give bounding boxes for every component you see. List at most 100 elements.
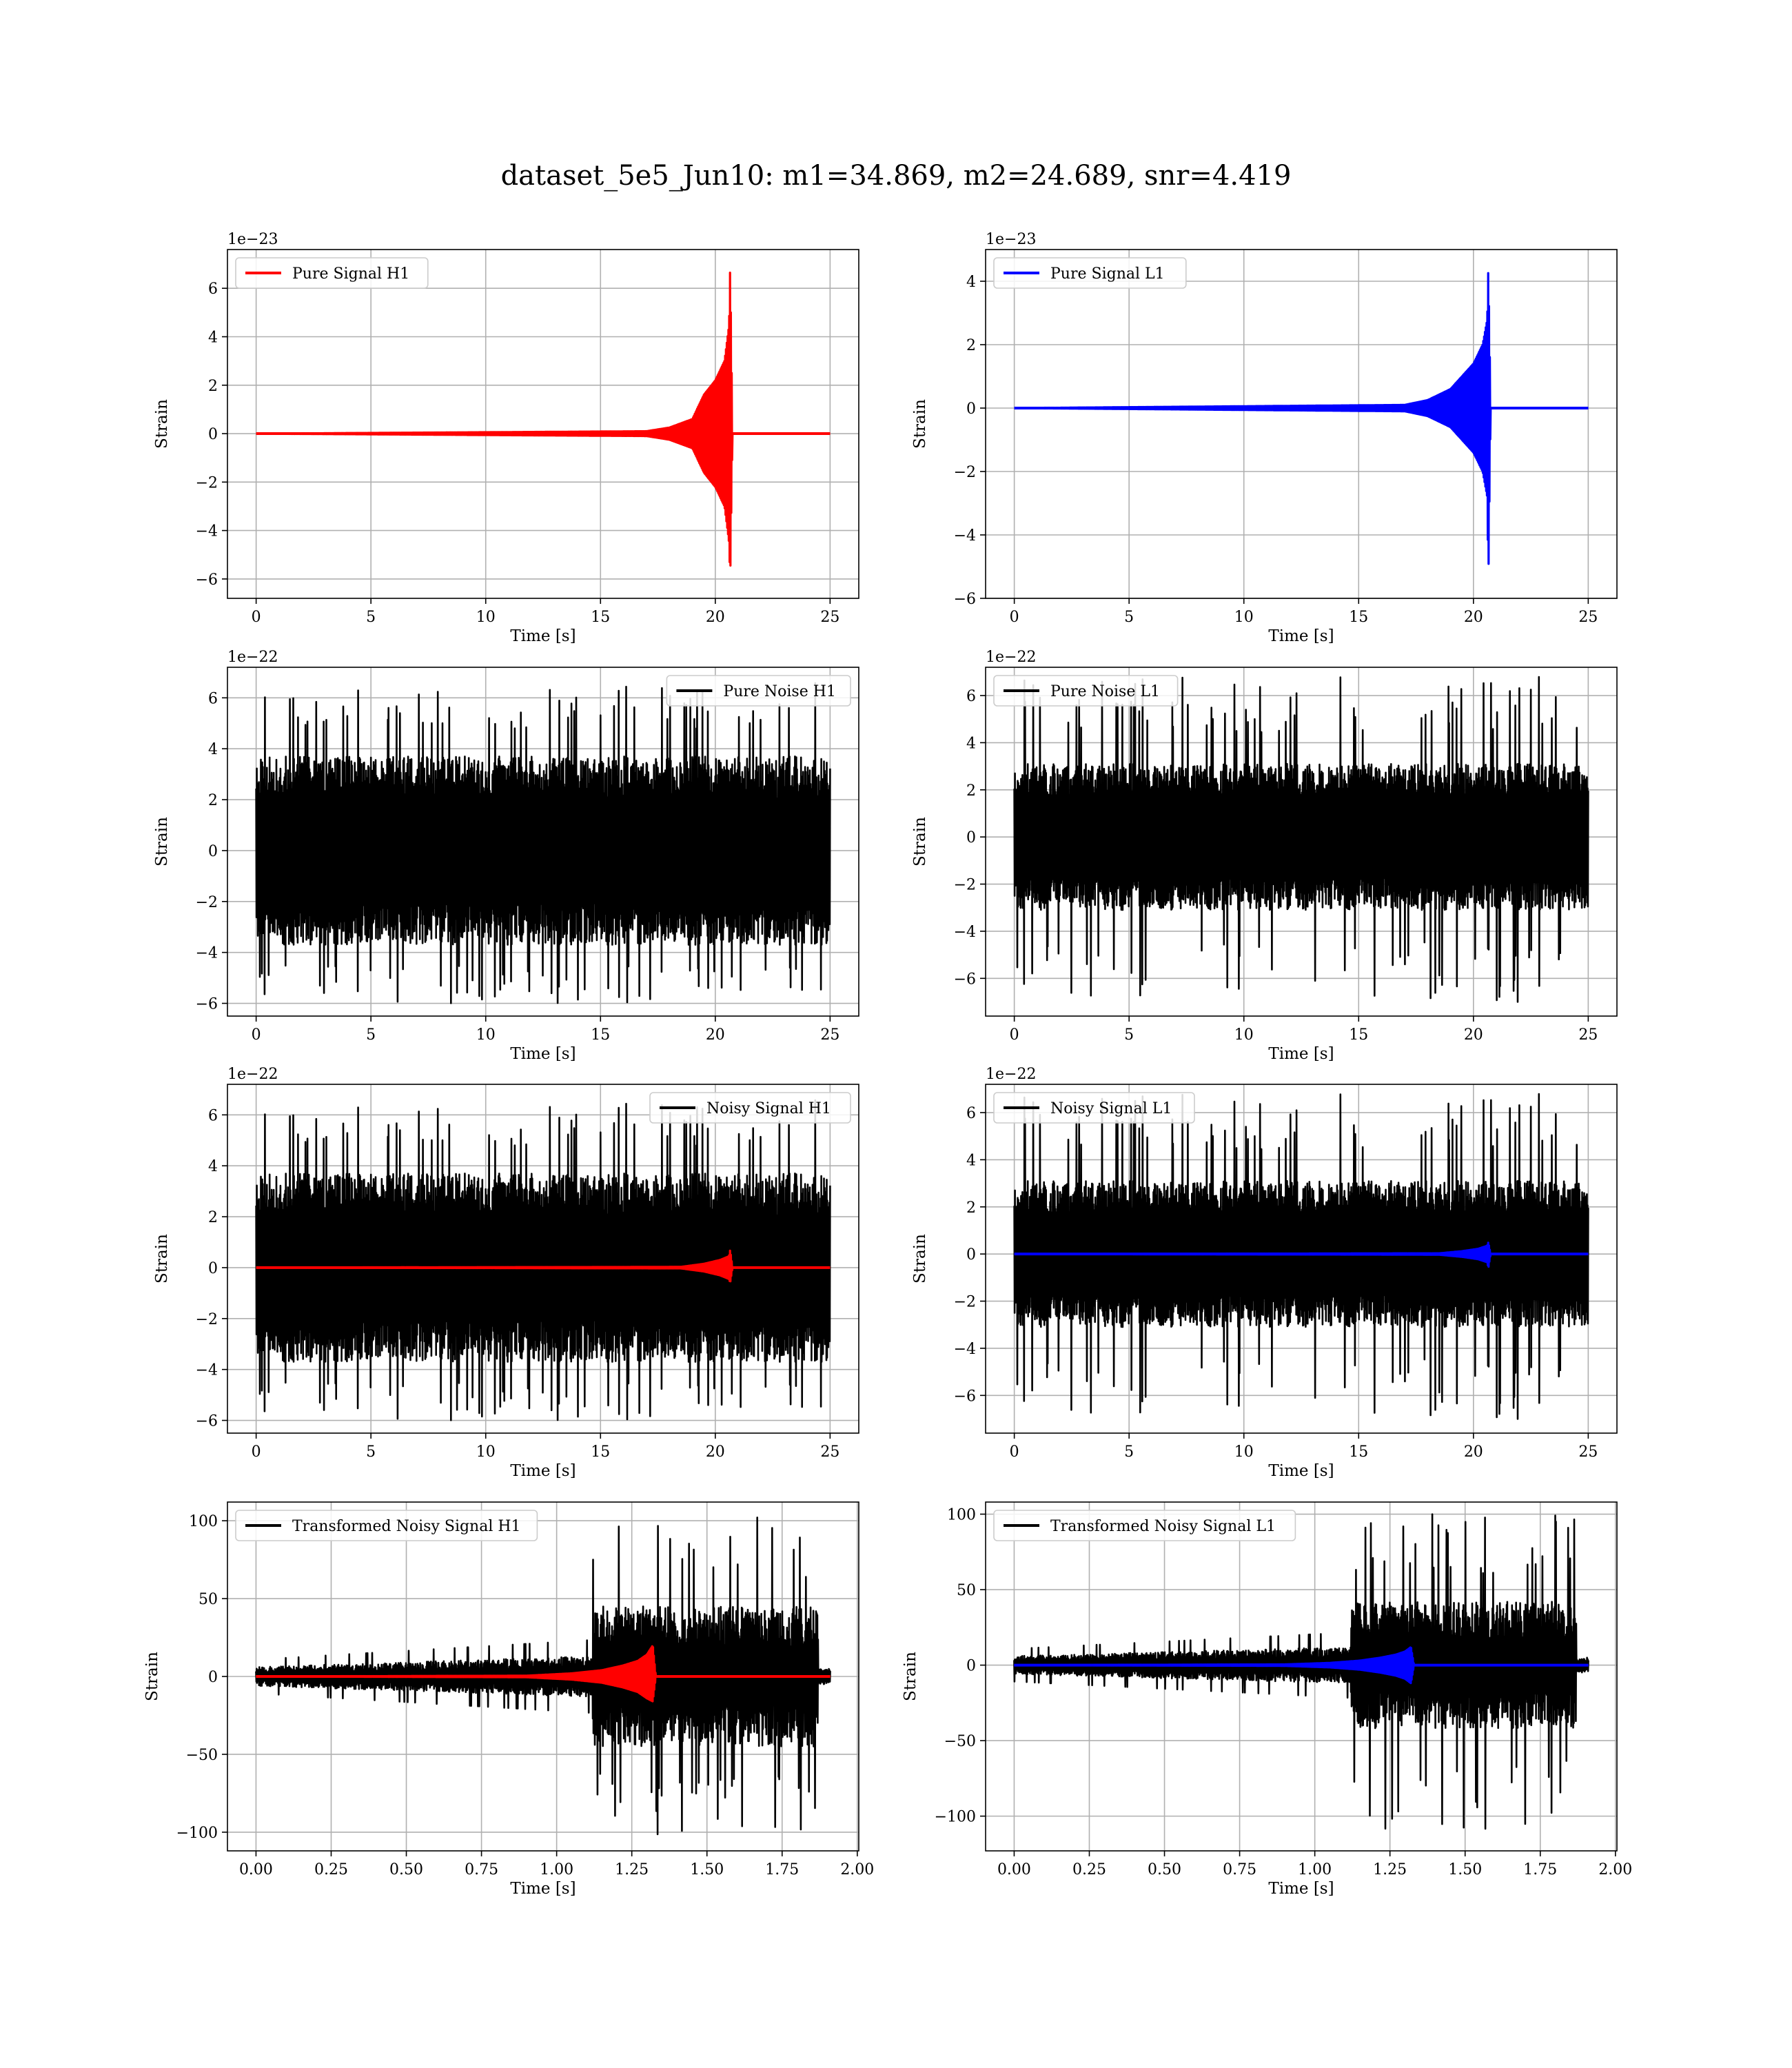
axes-frame: [985, 249, 1618, 599]
x-tick-label: 0: [1010, 1026, 1019, 1044]
y-tick-label: −2: [196, 474, 218, 491]
y-tick-label: 0: [208, 426, 218, 443]
x-tick-label: 10: [476, 1443, 496, 1461]
y-tick-label: −6: [954, 591, 976, 608]
x-tick-label: 0.25: [1072, 1861, 1106, 1878]
y-tick-label: −6: [954, 971, 976, 988]
y-tick-label: 0: [208, 843, 218, 860]
subplot-pure-signal-h1: 0 5 10 15 20 25 Time [s] −6 −4 −2 0 2 4 6 Strain 1e−23 P…: [153, 231, 859, 645]
legend-box: [993, 257, 1187, 289]
y-tick-label: 6: [966, 688, 976, 705]
x-axis: 0 5 10 15 20 25 Time [s]: [1010, 1016, 1598, 1063]
y-tick-label: 6: [966, 1105, 976, 1122]
y-tick-label: 2: [208, 792, 218, 809]
x-tick-label: 0: [252, 1443, 261, 1461]
subplot-transformed-noisy-signal-h1: 0.00 0.25 0.50 0.75 1.00 1.25 1.50 1.75 2.00 Time…: [143, 1501, 874, 1898]
x-tick-label: 2.00: [840, 1861, 874, 1878]
y-tick-label: −50: [186, 1747, 218, 1764]
legend-label: Transformed Noisy Signal H1: [292, 1518, 521, 1535]
y-tick-label: 50: [957, 1582, 976, 1599]
x-tick-label: 20: [1464, 609, 1483, 626]
x-tick-label: 1.50: [1448, 1861, 1482, 1878]
y-axis-label: Strain: [911, 399, 929, 449]
subplot-pure-noise-l1: 0 5 10 15 20 25 Time [s] −6 −4 −2 0 2 4 6 Strain 1e−22 P…: [911, 649, 1618, 1063]
figure-title: dataset_5e5_Jun10: m1=34.869, m2=24.689,…: [501, 160, 1292, 192]
y-tick-label: −6: [954, 1388, 976, 1405]
x-tick-label: 5: [1124, 1443, 1134, 1461]
x-tick-label: 0.50: [389, 1861, 423, 1878]
y-tick-label: 4: [966, 735, 976, 752]
axes-frame: [985, 667, 1618, 1017]
plot-area: [255, 272, 831, 567]
subplot-noisy-signal-h1: 0 5 10 15 20 25 Time [s] −6 −4 −2 0 2 4 6 Strain 1e−22 N…: [153, 1066, 859, 1480]
y-tick-label: 2: [966, 1199, 976, 1217]
legend-label: Noisy Signal L1: [1050, 1100, 1172, 1117]
y-tick-label: −4: [954, 1341, 976, 1358]
x-tick-label: 0: [252, 1026, 261, 1044]
x-axis-label: Time [s]: [510, 1045, 576, 1063]
y-axis: −6 −4 −2 0 2 4 6 Strain: [911, 1105, 986, 1405]
legend-label: Pure Noise H1: [723, 683, 836, 700]
x-tick-label: 5: [366, 1443, 376, 1461]
legend: Pure Signal L1: [993, 257, 1187, 289]
offset-label: 1e−22: [986, 1066, 1036, 1083]
offset-label: 1e−23: [986, 231, 1036, 248]
x-tick-label: 10: [1234, 1026, 1254, 1044]
series-line-1: [255, 1099, 831, 1421]
x-tick-label: 25: [820, 609, 839, 626]
legend-label: Pure Signal L1: [1050, 265, 1165, 283]
subplot-noisy-signal-l1: 0 5 10 15 20 25 Time [s] −6 −4 −2 0 2 4 6 Strain 1e−22 N…: [911, 1066, 1618, 1480]
series-line-1: [1013, 1513, 1589, 1830]
legend-box: [235, 257, 429, 289]
x-tick-label: 25: [820, 1026, 839, 1044]
series-line-1: [1013, 676, 1589, 1003]
x-axis: 0 5 10 15 20 25 Time [s]: [252, 1433, 839, 1480]
y-tick-label: 2: [208, 378, 218, 395]
y-tick-label: 0: [966, 1658, 976, 1675]
x-tick-label: 15: [1349, 1443, 1368, 1461]
offset-label: 1e−22: [227, 649, 278, 666]
y-axis-label: Strain: [902, 1652, 919, 1701]
y-tick-label: 100: [189, 1513, 218, 1530]
y-tick-label: 0: [966, 829, 976, 847]
y-tick-label: 2: [966, 782, 976, 800]
y-tick-label: 4: [208, 330, 218, 347]
legend: Pure Noise L1: [993, 675, 1179, 707]
x-axis: 0 5 10 15 20 25 Time [s]: [1010, 1433, 1598, 1480]
y-tick-label: 100: [947, 1507, 976, 1524]
y-tick-label: 6: [208, 690, 218, 707]
y-tick-label: 4: [208, 1158, 218, 1175]
plot-area: [255, 1517, 831, 1836]
series-line-1: [255, 682, 831, 1004]
offset-label: 1e−23: [227, 231, 278, 248]
legend: Transformed Noisy Signal L1: [993, 1510, 1296, 1541]
legend-label: Noisy Signal H1: [706, 1100, 831, 1117]
x-tick-label: 15: [1349, 609, 1368, 626]
x-tick-label: 0: [1010, 609, 1019, 626]
x-axis: 0 5 10 15 20 25 Time [s]: [1010, 598, 1598, 645]
y-axis: −6 −4 −2 0 2 4 Strain: [911, 274, 986, 608]
x-axis: 0 5 10 15 20 25 Time [s]: [252, 1016, 839, 1063]
y-tick-label: 6: [208, 1107, 218, 1124]
legend-label: Pure Signal H1: [292, 265, 409, 283]
axes-frame: [985, 1084, 1618, 1434]
x-tick-label: 1.00: [1298, 1861, 1332, 1878]
x-tick-label: 15: [1349, 1026, 1368, 1044]
y-tick-label: 0: [966, 1246, 976, 1264]
x-tick-label: 0: [1010, 1443, 1019, 1461]
x-tick-label: 1.50: [690, 1861, 724, 1878]
y-axis: −6 −4 −2 0 2 4 6 Strain: [153, 1107, 227, 1430]
x-axis: 0.00 0.25 0.50 0.75 1.00 1.25 1.50 1.75 2.00 Time…: [997, 1851, 1632, 1898]
x-axis-label: Time [s]: [1268, 1045, 1334, 1063]
y-axis-label: Strain: [153, 399, 171, 449]
x-axis-label: Time [s]: [510, 627, 576, 645]
y-axis-label: Strain: [911, 1234, 929, 1284]
y-axis: −6 −4 −2 0 2 4 6 Strain: [153, 690, 227, 1013]
y-axis-label: Strain: [153, 817, 171, 866]
y-tick-label: −6: [196, 1413, 218, 1430]
y-tick-label: 2: [208, 1209, 218, 1226]
x-axis-label: Time [s]: [1268, 1462, 1334, 1480]
y-axis: −100 −50 0 50 100 Strain: [902, 1507, 986, 1826]
plot-area: [1013, 1513, 1589, 1830]
